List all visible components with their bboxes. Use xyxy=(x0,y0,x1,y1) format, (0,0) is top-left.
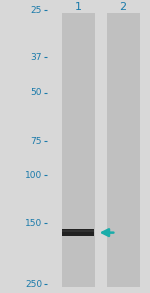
Bar xyxy=(62,229,94,236)
Text: 100: 100 xyxy=(25,171,42,180)
Text: 75: 75 xyxy=(30,137,42,146)
Text: 1: 1 xyxy=(75,2,81,12)
Text: 25: 25 xyxy=(31,6,42,15)
Text: 2: 2 xyxy=(119,2,127,12)
Text: 250: 250 xyxy=(25,280,42,289)
Bar xyxy=(61,13,94,287)
Text: 150: 150 xyxy=(25,219,42,228)
Text: 50: 50 xyxy=(30,88,42,97)
Bar xyxy=(62,230,94,232)
Text: 37: 37 xyxy=(30,52,42,62)
Bar xyxy=(106,13,140,287)
